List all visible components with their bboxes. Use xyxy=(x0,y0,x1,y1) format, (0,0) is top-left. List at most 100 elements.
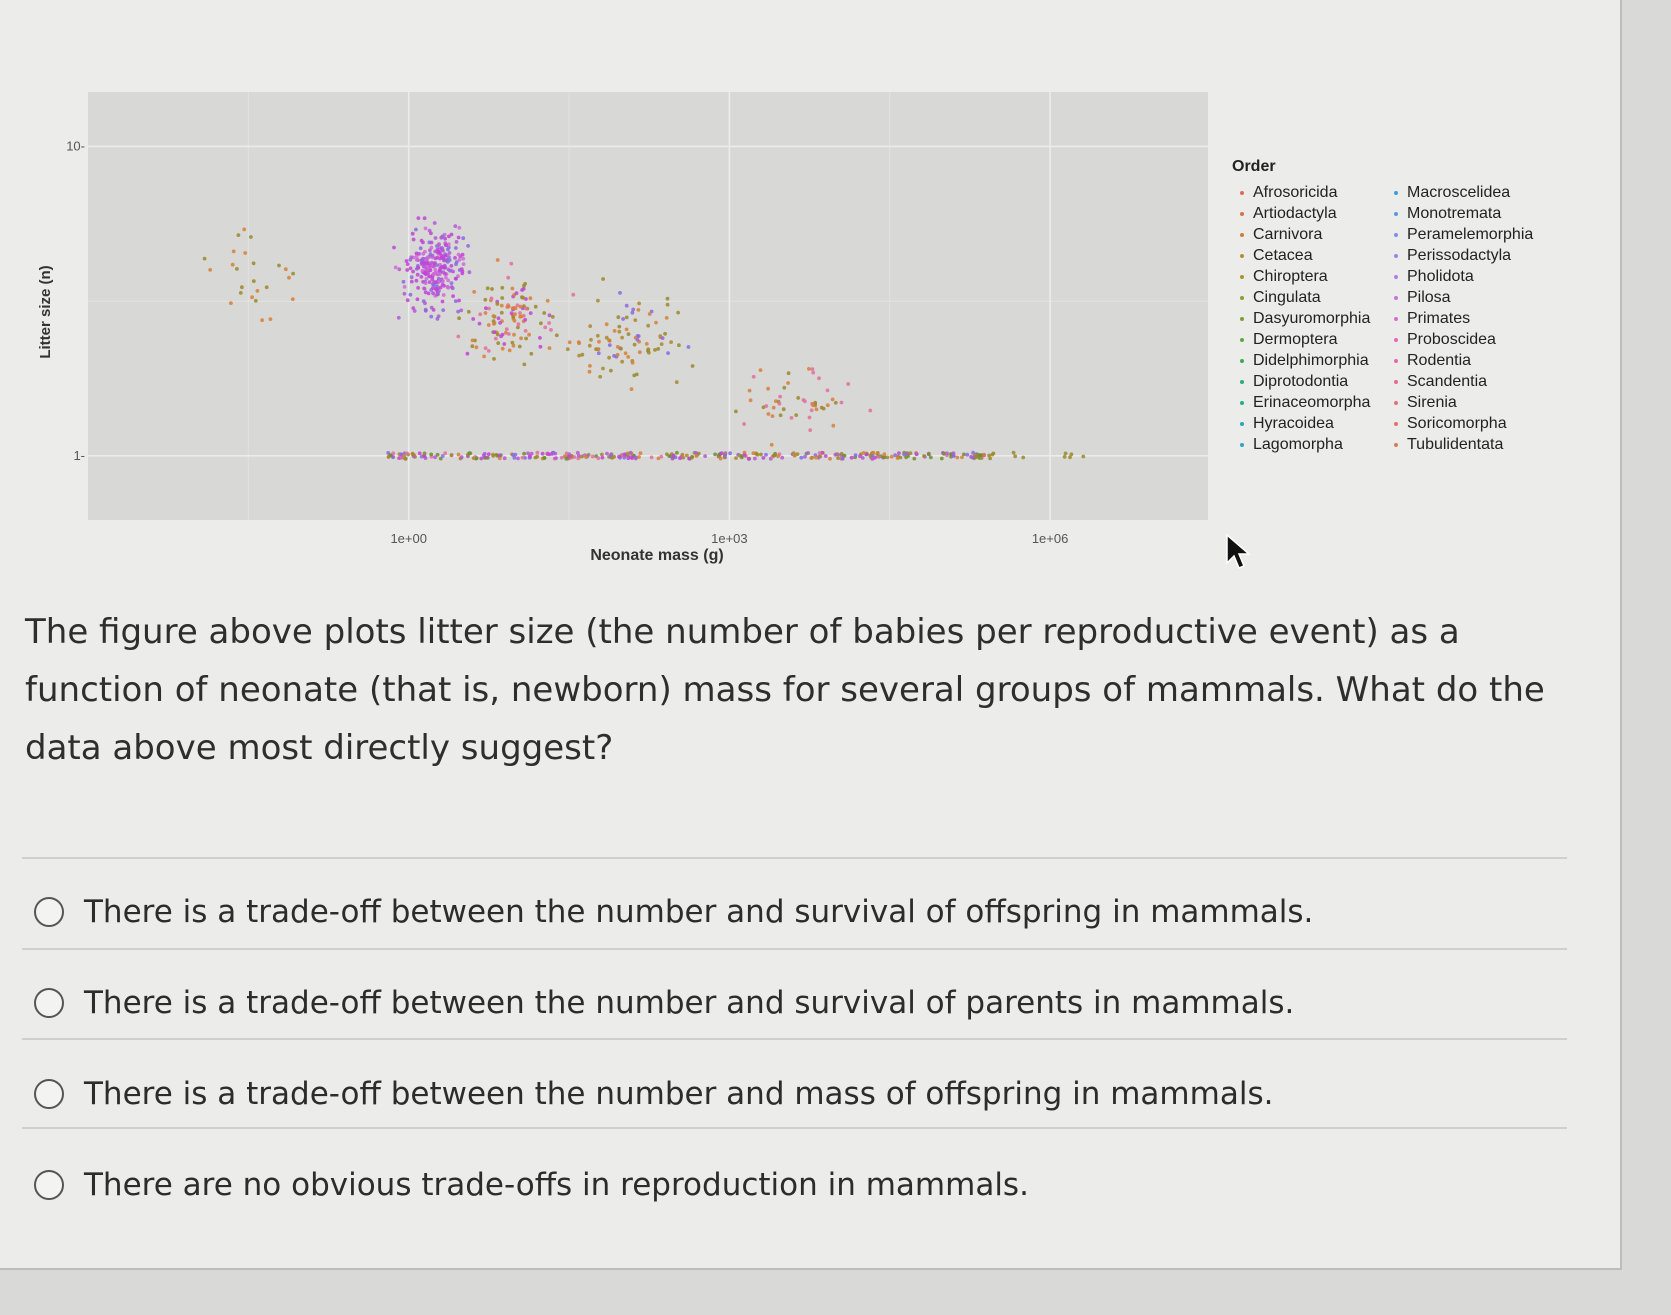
data-point xyxy=(474,345,479,350)
legend-dot-icon xyxy=(1240,379,1244,384)
data-point xyxy=(839,400,844,405)
data-point xyxy=(513,306,518,311)
data-point xyxy=(522,451,526,456)
data-point xyxy=(438,285,443,290)
answer-option-4[interactable]: There are no obvious trade-offs in repro… xyxy=(34,1155,1534,1215)
data-point xyxy=(474,456,479,460)
data-point xyxy=(898,455,903,460)
data-point xyxy=(435,263,439,267)
data-point xyxy=(498,321,502,325)
data-point xyxy=(596,456,601,461)
data-point xyxy=(853,453,858,458)
legend-label: Artiodactyla xyxy=(1253,205,1337,222)
legend-label: Primates xyxy=(1407,310,1471,327)
data-point xyxy=(444,243,448,248)
data-point xyxy=(882,455,887,460)
data-point xyxy=(605,451,609,456)
data-point xyxy=(255,289,260,293)
data-point xyxy=(542,311,547,315)
data-point xyxy=(457,298,461,303)
data-point xyxy=(443,236,447,241)
data-point xyxy=(870,456,875,461)
data-point xyxy=(457,257,462,262)
data-point xyxy=(617,324,622,329)
radio-button[interactable] xyxy=(34,988,64,1018)
data-point xyxy=(489,296,494,301)
radio-button[interactable] xyxy=(34,1170,64,1200)
data-point xyxy=(533,304,538,309)
data-point xyxy=(803,399,807,404)
data-point xyxy=(564,456,569,461)
data-point xyxy=(424,276,429,281)
data-point xyxy=(620,359,624,364)
data-point xyxy=(576,340,581,344)
data-point xyxy=(607,338,612,343)
legend-entry: Erinaceomorpha xyxy=(1240,392,1370,413)
data-point xyxy=(846,382,851,386)
data-point xyxy=(577,353,581,358)
data-point xyxy=(444,275,448,280)
data-point xyxy=(621,317,625,321)
data-point xyxy=(518,314,523,319)
data-point xyxy=(543,325,548,330)
data-point xyxy=(615,352,620,357)
data-point xyxy=(687,456,691,461)
answer-option-1[interactable]: There is a trade-off between the number … xyxy=(34,882,1534,942)
data-point xyxy=(451,294,455,298)
data-point xyxy=(623,351,628,356)
answer-option-2[interactable]: There is a trade-off between the number … xyxy=(34,973,1534,1033)
data-point xyxy=(495,332,500,337)
data-point xyxy=(665,296,670,301)
data-point xyxy=(746,457,751,461)
data-point xyxy=(240,285,244,290)
data-point xyxy=(520,295,524,300)
data-point xyxy=(431,282,435,286)
data-point xyxy=(665,302,670,307)
data-point xyxy=(242,227,247,232)
data-point xyxy=(540,451,545,456)
data-point xyxy=(753,456,757,461)
data-point xyxy=(446,285,451,290)
data-point xyxy=(427,240,432,245)
data-point xyxy=(882,452,887,456)
data-point xyxy=(419,275,424,279)
data-point xyxy=(441,270,446,275)
data-point xyxy=(626,456,631,461)
data-point xyxy=(523,329,528,333)
answer-option-3[interactable]: There is a trade-off between the number … xyxy=(34,1064,1534,1124)
data-point xyxy=(283,267,288,272)
data-point xyxy=(416,216,421,221)
data-point xyxy=(825,388,830,393)
data-point xyxy=(393,265,398,270)
data-point xyxy=(456,309,460,314)
data-point xyxy=(547,313,552,318)
data-point xyxy=(435,452,440,457)
legend-dot-icon xyxy=(1394,295,1398,300)
data-point xyxy=(253,298,258,303)
data-point xyxy=(632,342,637,347)
data-point xyxy=(659,342,664,346)
data-point xyxy=(686,345,691,349)
data-point xyxy=(631,307,636,312)
data-point xyxy=(861,451,866,455)
data-point xyxy=(663,331,667,336)
legend-label: Monotremata xyxy=(1407,205,1502,222)
data-point xyxy=(833,400,838,405)
radio-button[interactable] xyxy=(34,1079,64,1109)
legend-label: Soricomorpha xyxy=(1407,415,1507,432)
data-point xyxy=(496,316,501,321)
data-point xyxy=(617,454,621,459)
data-point xyxy=(620,335,624,340)
data-point xyxy=(550,315,555,319)
radio-button[interactable] xyxy=(34,897,64,927)
legend-entry: Monotremata xyxy=(1394,203,1533,224)
data-point xyxy=(440,234,445,239)
data-point xyxy=(432,221,437,225)
data-point xyxy=(771,405,776,410)
data-point xyxy=(554,333,559,338)
data-point xyxy=(449,285,454,289)
legend-label: Dermoptera xyxy=(1253,331,1338,348)
data-point xyxy=(975,454,979,458)
data-point xyxy=(624,315,629,320)
legend-title: Order xyxy=(1232,158,1276,175)
